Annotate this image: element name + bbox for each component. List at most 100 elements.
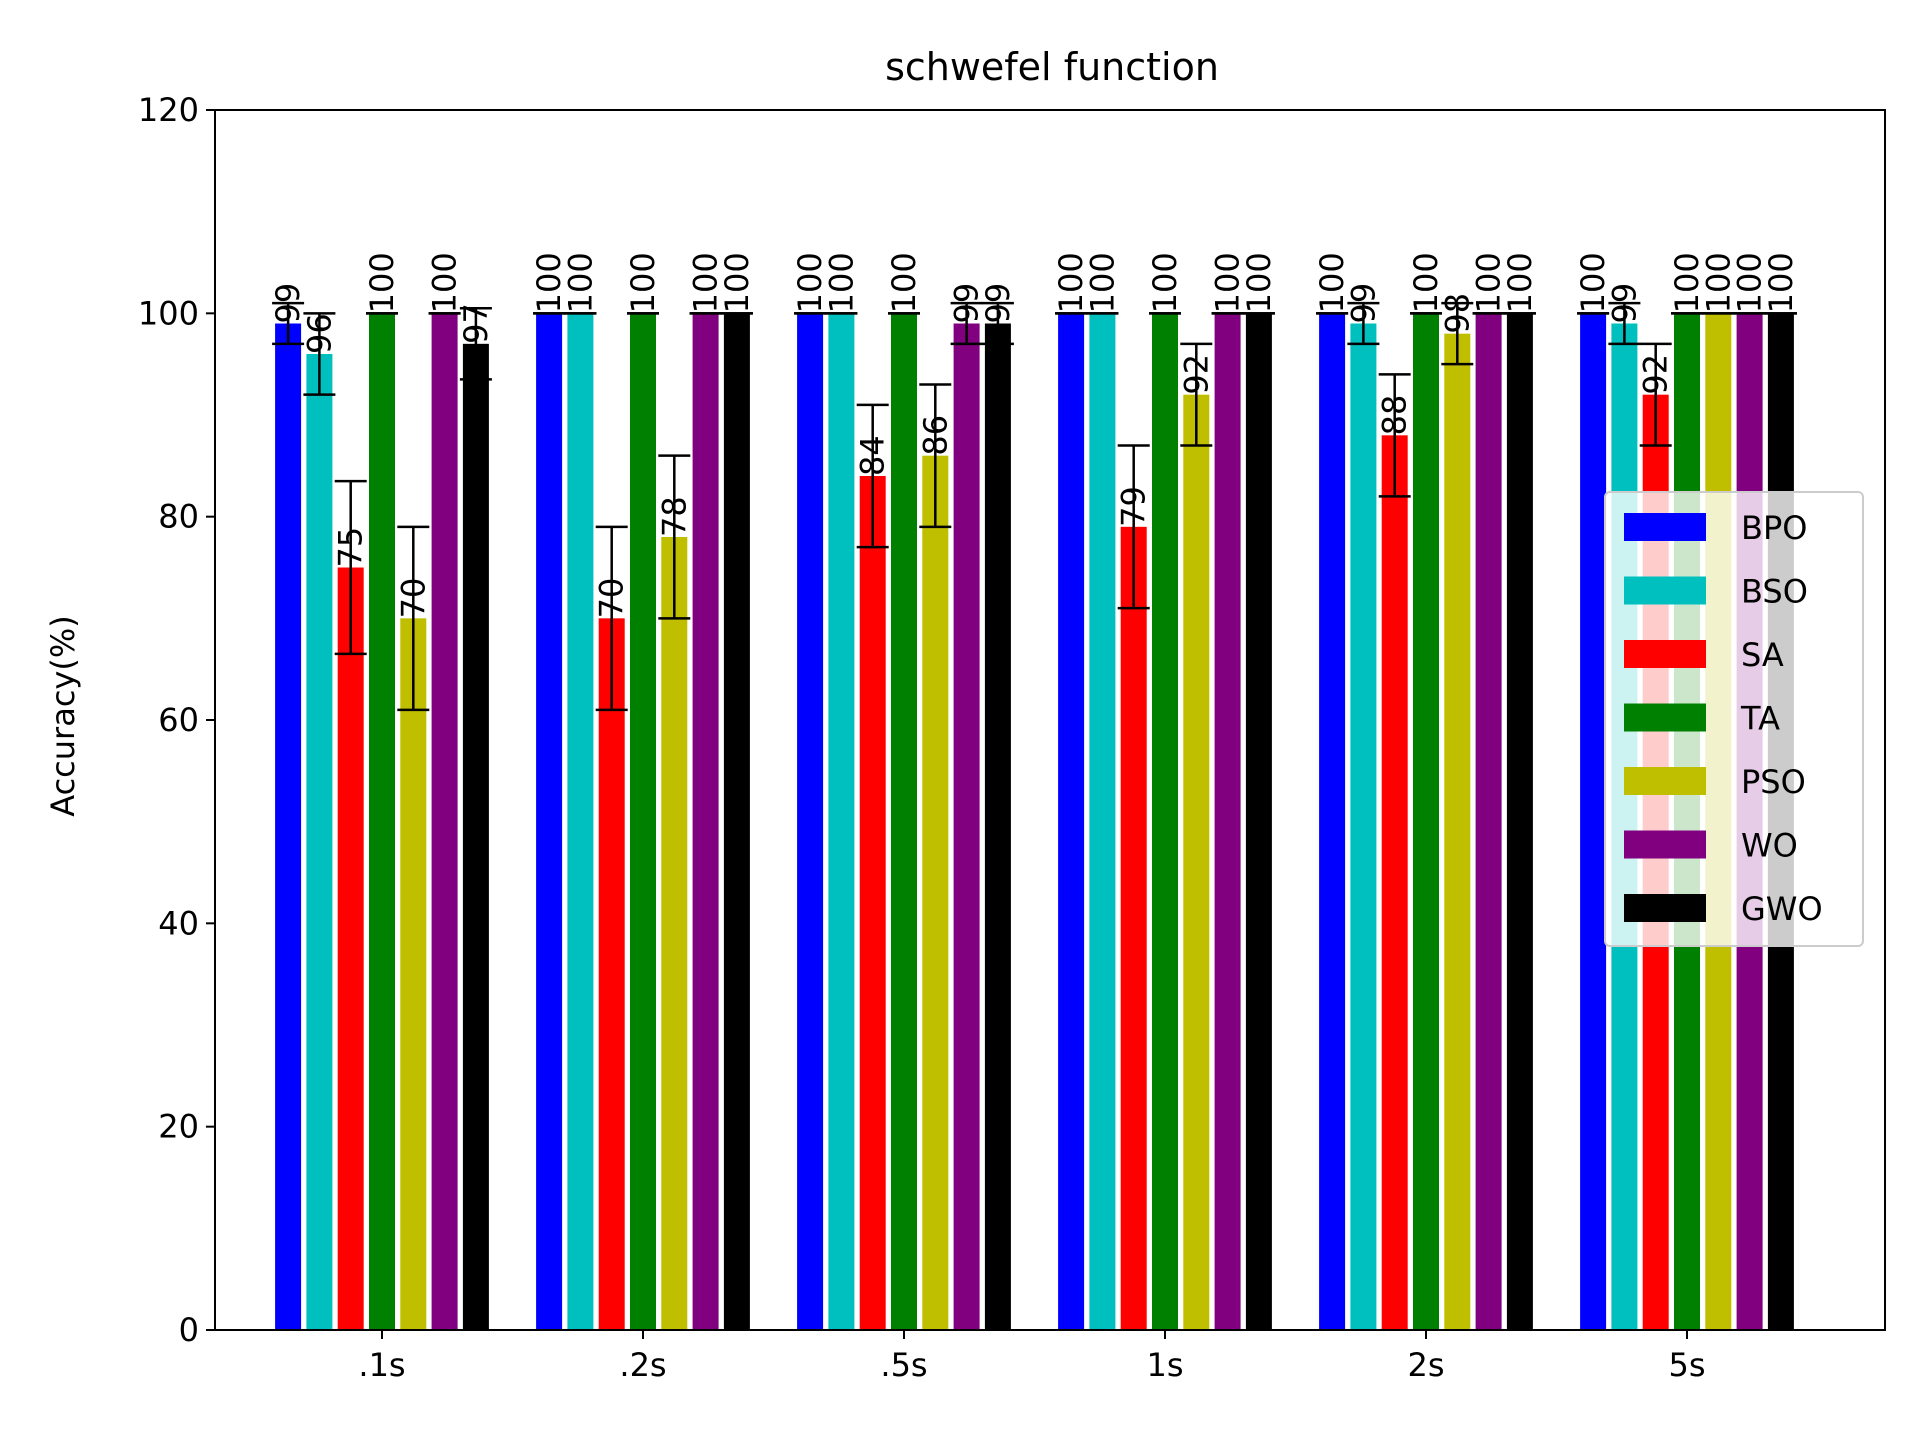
bar-value-label: 70 xyxy=(394,578,432,619)
bar-pso-1 xyxy=(661,537,688,1330)
error-bar-pso-1 xyxy=(658,454,691,620)
bar-value-label: 100 xyxy=(822,252,860,313)
x-tick-label: 5s xyxy=(1668,1346,1705,1384)
bar-value-label: 100 xyxy=(1240,252,1278,313)
bar-value-label: 100 xyxy=(1083,252,1121,313)
y-tick-label: 100 xyxy=(138,294,199,332)
legend-item-ta: TA xyxy=(1624,700,1780,738)
bar-value-label: 100 xyxy=(1668,252,1706,313)
legend-label: SA xyxy=(1741,636,1784,674)
bar-ta-0 xyxy=(369,313,395,1331)
error-bar-pso-4 xyxy=(1441,301,1474,366)
legend-label: WO xyxy=(1741,827,1798,865)
bar-wo-3 xyxy=(1214,313,1241,1331)
bar-value-label: 75 xyxy=(332,527,370,568)
bar-wo-0 xyxy=(431,313,458,1331)
y-tick-label: 0 xyxy=(179,1311,199,1349)
error-bar-bso-5 xyxy=(1608,301,1641,346)
y-tick-label: 80 xyxy=(158,498,199,536)
bar-value-label: 100 xyxy=(1699,252,1737,313)
bar-gwo-2 xyxy=(984,323,1011,1330)
y-axis-title: Accuracy(%) xyxy=(44,615,82,816)
legend-swatch xyxy=(1624,894,1706,922)
bar-bpo-0 xyxy=(275,323,302,1330)
bar-sa-2 xyxy=(859,476,886,1330)
y-tick-label: 20 xyxy=(158,1108,199,1146)
legend: BPO BSO SA TA PSO WO GWO xyxy=(1604,491,1864,947)
bar-value-label: 100 xyxy=(1501,252,1539,313)
legend-swatch xyxy=(1624,576,1706,605)
legend-item-pso: PSO xyxy=(1624,763,1806,801)
error-bar-bso-0 xyxy=(303,312,336,396)
bar-value-label: 92 xyxy=(1637,354,1675,395)
bar-pso-0 xyxy=(400,618,427,1330)
legend-swatch xyxy=(1624,703,1706,732)
bar-gwo-1 xyxy=(723,313,750,1331)
bar-value-label: 100 xyxy=(426,252,464,313)
bar-bpo-3 xyxy=(1058,313,1085,1331)
bar-bpo-1 xyxy=(536,313,563,1331)
bar-bso-2 xyxy=(828,313,855,1331)
bar-sa-1 xyxy=(598,618,625,1330)
bar-sa-3 xyxy=(1120,526,1147,1330)
legend-item-bso: BSO xyxy=(1624,573,1808,611)
legend-label: BPO xyxy=(1741,509,1807,547)
bar-bso-3 xyxy=(1089,313,1116,1331)
legend-label: GWO xyxy=(1741,890,1823,928)
error-bar-sa-4 xyxy=(1378,373,1411,498)
bar-value-label: 99 xyxy=(1605,283,1643,324)
error-bar-sa-2 xyxy=(856,403,889,549)
bar-value-label: 100 xyxy=(1146,252,1184,313)
bar-value-label: 96 xyxy=(300,313,338,354)
bar-bso-0 xyxy=(306,354,333,1330)
bar-gwo-3 xyxy=(1245,313,1272,1331)
legend-item-bpo: BPO xyxy=(1624,509,1807,547)
x-tick-label: 2s xyxy=(1407,1346,1444,1384)
bar-pso-2 xyxy=(922,455,949,1330)
x-tick-label: .1s xyxy=(358,1346,405,1384)
error-bar-wo-2 xyxy=(950,301,983,346)
bar-pso-3 xyxy=(1183,394,1210,1330)
bar-value-label: 100 xyxy=(1052,252,1090,313)
bar-value-label: 97 xyxy=(457,303,495,344)
bar-value-label: 100 xyxy=(363,252,401,313)
bar-value-label: 78 xyxy=(655,496,693,537)
legend-item-wo: WO xyxy=(1624,827,1798,865)
y-tick-label: 40 xyxy=(158,904,199,942)
bar-value-label: 100 xyxy=(718,252,756,313)
error-bar-pso-0 xyxy=(397,525,430,712)
bar-value-label: 100 xyxy=(1762,252,1800,313)
bar-gwo-0 xyxy=(462,343,489,1331)
bar-value-label: 100 xyxy=(530,252,568,313)
bar-wo-2 xyxy=(953,323,980,1330)
bar-ta-3 xyxy=(1152,313,1178,1331)
bar-value-label: 100 xyxy=(1407,252,1445,313)
bar-sa-0 xyxy=(337,567,364,1330)
bar-sa-4 xyxy=(1381,435,1408,1331)
legend-swatch xyxy=(1624,830,1706,859)
bar-value-label: 100 xyxy=(1313,252,1351,313)
bar-bpo-4 xyxy=(1319,313,1346,1331)
bar-ta-2 xyxy=(891,313,917,1331)
error-bar-sa-3 xyxy=(1117,444,1150,610)
error-bar-sa-0 xyxy=(334,479,367,656)
bar-value-label: 99 xyxy=(979,283,1017,324)
bar-value-label: 100 xyxy=(687,252,725,313)
legend-label: BSO xyxy=(1741,573,1808,611)
bar-value-label: 98 xyxy=(1438,293,1476,334)
x-tick-label: .5s xyxy=(880,1346,927,1384)
bar-bpo-5 xyxy=(1580,313,1607,1331)
bar-value-label: 100 xyxy=(1574,252,1612,313)
bar-wo-1 xyxy=(692,313,719,1331)
bar-bso-4 xyxy=(1350,323,1377,1330)
bar-bso-1 xyxy=(567,313,594,1331)
bar-value-label: 100 xyxy=(1731,252,1769,313)
error-bar-pso-2 xyxy=(919,383,952,529)
bar-value-label: 70 xyxy=(593,578,631,619)
bar-wo-4 xyxy=(1475,313,1502,1331)
bar-ta-1 xyxy=(630,313,656,1331)
legend-swatch xyxy=(1624,640,1706,668)
legend-label: TA xyxy=(1740,700,1780,738)
bar-value-label: 100 xyxy=(624,252,662,313)
